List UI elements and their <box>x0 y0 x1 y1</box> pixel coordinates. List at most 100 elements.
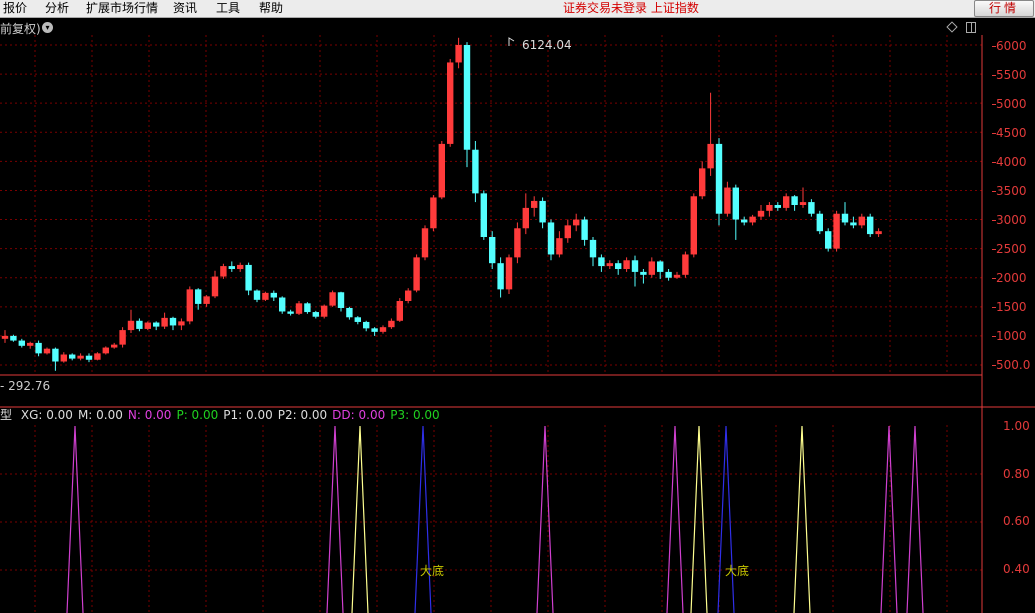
window-icon[interactable] <box>966 22 976 33</box>
candle-down <box>85 355 93 360</box>
menu-extended-market[interactable]: 扩展市场行情 <box>86 1 159 15</box>
candle-down <box>337 292 345 308</box>
signal-spike <box>66 425 84 613</box>
quote-button[interactable]: 行情 <box>974 0 1034 17</box>
indicator-tick: 0.80 <box>1003 467 1030 481</box>
candle-down <box>547 222 555 255</box>
candle-up <box>564 225 571 239</box>
candle-up <box>161 317 168 327</box>
candle-up <box>119 330 126 345</box>
price-tick: 1500 <box>992 300 1027 314</box>
candle-down <box>228 266 235 269</box>
chevron-down-icon[interactable]: ▾ <box>42 22 53 33</box>
candle-up <box>77 355 84 359</box>
signal-spike <box>414 425 432 613</box>
candle-down <box>850 222 857 226</box>
candle-down <box>363 321 370 329</box>
menu-bar: 报价 分析 扩展市场行情 资讯 工具 帮助 证券交易未登录 上证指数 行情 <box>0 0 1035 18</box>
candle-down <box>598 257 605 267</box>
candle-up <box>799 202 807 205</box>
candle-down <box>304 303 311 313</box>
signal-spike <box>717 425 735 613</box>
signal-spike <box>666 425 684 613</box>
candle-down <box>867 216 874 235</box>
candle-up <box>203 296 210 304</box>
price-tick: 500.0 <box>991 358 1031 372</box>
candle-up <box>237 264 244 269</box>
menu-quote[interactable]: 报价 <box>3 1 28 15</box>
candle-up <box>514 228 521 258</box>
candle-down <box>346 307 353 318</box>
candle-down <box>35 342 42 354</box>
signal-spike <box>351 425 369 613</box>
indicator-fields: XG: 0.00 M: 0.00 N: 0.00 P: 0.00 P1: 0.00 P2:… <box>21 408 445 422</box>
indicator-field-p2: P2: 0.00 <box>277 408 328 422</box>
candle-up <box>531 200 538 208</box>
indicator-prefix: 型 <box>0 408 13 422</box>
indicator-tick: 0.40 <box>1003 562 1030 576</box>
candle-down <box>136 320 143 329</box>
candle-down <box>480 193 487 237</box>
candle-down <box>52 348 59 362</box>
price-tick: 3000 <box>992 213 1027 227</box>
candle-down <box>472 149 479 194</box>
candle-down <box>631 260 639 272</box>
low-value-label: - 292.76 <box>0 379 51 393</box>
candle-down <box>665 271 672 278</box>
price-tick: 3500 <box>992 184 1027 198</box>
candle-up <box>783 196 790 208</box>
signal-spike <box>326 425 344 613</box>
candle-down <box>69 354 76 359</box>
candle-up <box>413 257 420 291</box>
menu-analysis[interactable]: 分析 <box>45 1 70 15</box>
candle-down <box>539 200 546 223</box>
menu-tools[interactable]: 工具 <box>216 1 241 15</box>
candle-up <box>321 305 328 317</box>
candle-up <box>875 231 882 235</box>
restore-mode-label: 前复权) <box>0 22 41 36</box>
candle-up <box>60 354 67 362</box>
candle-up <box>724 187 731 214</box>
price-tick: 5000 <box>992 97 1027 111</box>
indicator-field-p: P: 0.00 <box>176 408 219 422</box>
candle-up <box>556 238 563 255</box>
signal-label: 大底 <box>420 564 445 578</box>
candle-down <box>245 264 252 291</box>
candle-up <box>144 322 151 329</box>
candle-up <box>94 353 101 360</box>
indicator-header: 型 XG: 0.00 M: 0.00 N: 0.00 P: 0.00 P1: 0.00 P… <box>0 408 450 423</box>
candle-up <box>606 263 613 267</box>
candle-up <box>329 292 336 306</box>
candle-down <box>312 312 319 317</box>
candle-down <box>18 340 25 346</box>
candle-up <box>178 321 185 326</box>
candle-down <box>253 290 261 300</box>
indicator-field-p3: P3: 0.00 <box>390 408 440 422</box>
candle-down <box>279 297 286 312</box>
candle-down <box>615 263 622 269</box>
candle-down <box>153 322 160 327</box>
candle-up <box>858 216 865 226</box>
menu-help[interactable]: 帮助 <box>259 1 284 15</box>
candle-up <box>623 260 630 269</box>
candle-down <box>270 292 277 298</box>
candle-down <box>169 317 177 326</box>
candle-up <box>396 301 403 321</box>
signal-spike <box>906 425 924 613</box>
menu-news[interactable]: 资讯 <box>173 1 198 15</box>
candle-down <box>489 237 496 264</box>
indicator-tick: 0.60 <box>1003 514 1030 528</box>
candle-up <box>648 261 655 275</box>
candle-down <box>841 213 849 223</box>
price-tick: 6000 <box>992 39 1027 53</box>
candle-down <box>195 289 202 304</box>
quote-button-label: 行情 <box>988 1 1019 15</box>
indicator-field-n: N: 0.00 <box>127 408 172 422</box>
signal-spike <box>880 425 898 613</box>
candle-up <box>220 266 227 277</box>
candle-up <box>438 143 445 198</box>
candle-up <box>505 257 513 290</box>
peak-marker-icon <box>508 37 520 47</box>
price-tick: 5500 <box>992 68 1027 82</box>
candle-up <box>833 213 840 249</box>
